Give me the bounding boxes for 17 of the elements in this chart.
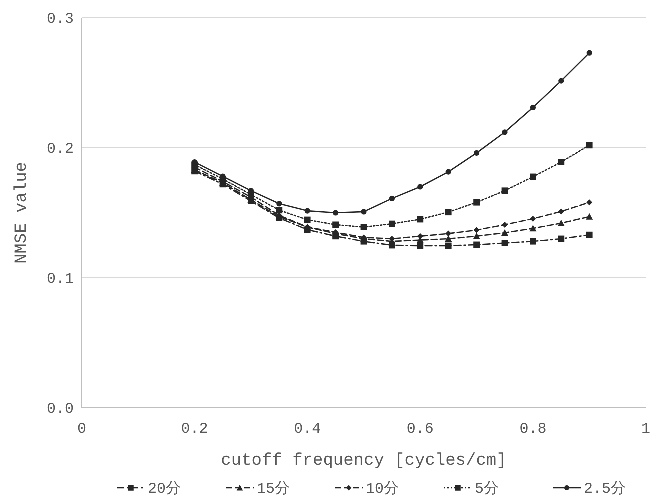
- x-axis-title: cutoff frequency [cycles/cm]: [221, 452, 507, 471]
- legend-label: 15分: [257, 480, 290, 498]
- y-axis-title: NMSE value: [13, 162, 32, 264]
- x-tick-label: 0.2: [181, 421, 208, 438]
- x-tick-label: 0.4: [294, 421, 322, 438]
- x-tick-label: 0.6: [406, 421, 434, 438]
- legend-label: 2.5分: [584, 480, 626, 498]
- x-tick-label: 0.8: [520, 421, 547, 438]
- y-tick-label: 0.3: [46, 11, 74, 28]
- y-tick-label: 0.1: [46, 271, 74, 288]
- y-tick-label: 0.0: [46, 401, 74, 418]
- legend-label: 10分: [366, 480, 400, 498]
- legend-label: 20分: [148, 480, 182, 498]
- x-tick-label: 0: [77, 421, 87, 438]
- legend-label: 5分: [475, 480, 500, 498]
- y-tick-label: 0.2: [46, 141, 74, 158]
- x-tick-label: 1: [641, 421, 651, 438]
